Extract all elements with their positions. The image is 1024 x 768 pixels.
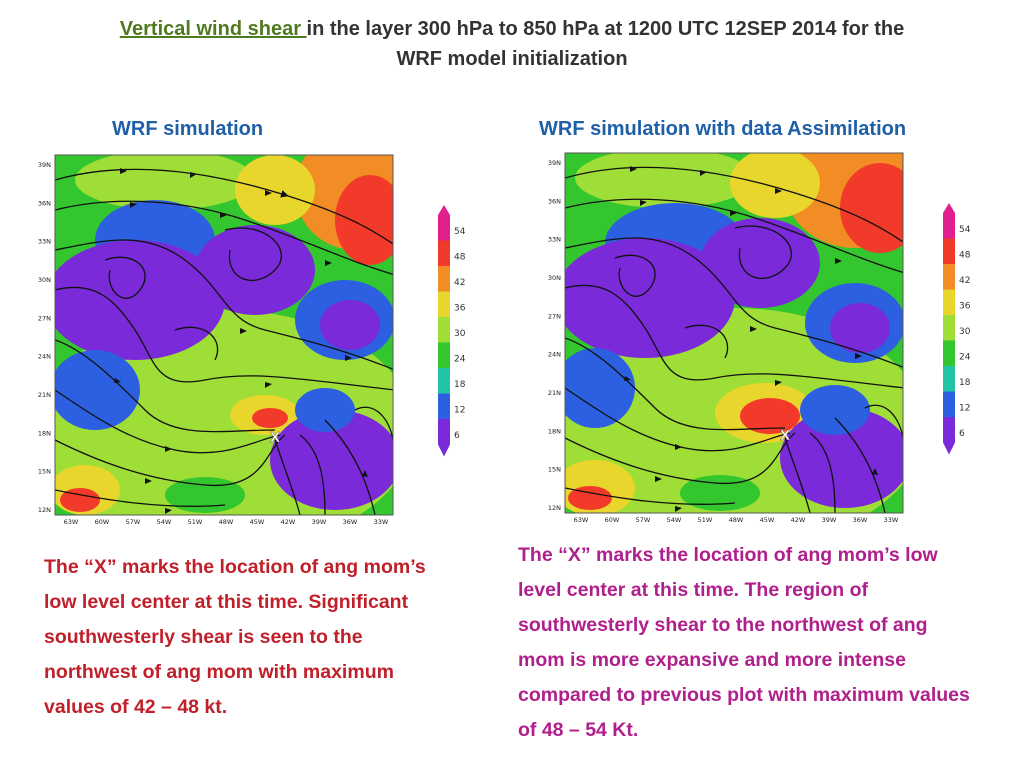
- scale-tick-label: 24: [959, 352, 971, 362]
- scale-tick-label: 24: [454, 354, 466, 364]
- lat-tick-label: 21N: [548, 389, 561, 397]
- lat-tick-label: 15N: [38, 468, 51, 476]
- shear-map-wrf: X 39N 36N 33N 30N 27N 24N 21N 18N 15N 12N 63W 60W 5…: [38, 154, 394, 526]
- lon-tick-label: 51W: [188, 518, 203, 526]
- scale-tick-label: 12: [454, 405, 465, 415]
- title-line2: WRF model initialization: [396, 48, 628, 70]
- shear-map-wrf-da: X 39N 36N 33N 30N 27N 24N 21N 18N 15N 12N 63W 60W 5…: [548, 152, 904, 524]
- lon-tick-label: 42W: [791, 516, 806, 524]
- scale-swatch: [943, 264, 955, 290]
- lat-tick-label: 18N: [548, 427, 561, 435]
- scale-swatch: [438, 215, 450, 241]
- scale-tick-label: 12: [959, 403, 970, 413]
- panel-label-wrf-da: WRF simulation with data Assimilation: [539, 118, 907, 140]
- scale-bottom-arrow: [943, 442, 955, 455]
- lat-tick-label: 33N: [38, 238, 51, 246]
- lat-tick-label: 36N: [38, 199, 51, 207]
- lon-tick-label: 60W: [605, 516, 620, 524]
- scale-swatch: [943, 366, 955, 392]
- scale-swatch: [438, 266, 450, 292]
- scale-swatch: [438, 342, 450, 368]
- scale-tick-label: 6: [454, 431, 460, 441]
- lon-tick-label: 33W: [884, 516, 899, 524]
- scale-tick-label: 36: [454, 303, 466, 313]
- lon-tick-label: 36W: [853, 516, 868, 524]
- note-wrf: The “X” marks the location of ang mom’s …: [44, 556, 426, 718]
- lon-tick-label: 51W: [698, 516, 713, 524]
- lon-tick-label: 57W: [636, 516, 651, 524]
- lon-tick-label: 45W: [250, 518, 265, 526]
- color-scale-wrf-da: 54 48 42 36 30 24 18 12 6: [943, 203, 971, 455]
- lat-tick-label: 27N: [548, 312, 561, 320]
- scale-swatch: [943, 340, 955, 366]
- lon-tick-label: 39W: [822, 516, 837, 524]
- lon-tick-label: 48W: [729, 516, 744, 524]
- scale-tick-label: 54: [959, 225, 971, 235]
- scale-tick-label: 18: [959, 378, 971, 388]
- lat-tick-label: 12N: [38, 506, 51, 514]
- scale-tick-label: 18: [454, 380, 466, 390]
- scale-swatch: [438, 419, 450, 445]
- lat-tick-label: 27N: [38, 314, 51, 322]
- lat-tick-label: 30N: [38, 276, 51, 284]
- scale-tick-label: 36: [959, 301, 971, 311]
- lon-tick-label: 33W: [374, 518, 389, 526]
- scale-swatch: [438, 291, 450, 317]
- lat-tick-label: 33N: [548, 236, 561, 244]
- scale-tick-label: 30: [454, 329, 466, 339]
- color-scale-wrf: 54 48 42 36 30 24 18 12 6: [438, 205, 466, 457]
- lat-tick-label: 39N: [548, 159, 561, 167]
- lat-tick-label: 36N: [548, 197, 561, 205]
- storm-center-marker: X: [270, 429, 280, 446]
- lon-tick-label: 42W: [281, 518, 296, 526]
- lat-tick-label: 21N: [38, 391, 51, 399]
- slide-title: Vertical wind shear in the layer 300 hPa…: [40, 14, 984, 74]
- lat-tick-label: 39N: [38, 161, 51, 169]
- scale-swatch: [943, 391, 955, 417]
- scale-swatch: [438, 393, 450, 419]
- lat-tick-label: 30N: [548, 274, 561, 282]
- scale-tick-label: 30: [959, 327, 971, 337]
- title-highlight: Vertical wind shear: [119, 18, 307, 40]
- lat-tick-label: 15N: [548, 466, 561, 474]
- lon-tick-label: 48W: [219, 518, 234, 526]
- scale-top-arrow: [438, 205, 450, 215]
- lat-tick-label: 12N: [548, 504, 561, 512]
- lon-tick-label: 39W: [312, 518, 327, 526]
- lon-tick-label: 36W: [343, 518, 358, 526]
- scale-swatch: [438, 368, 450, 394]
- lat-tick-label: 24N: [548, 351, 561, 359]
- lon-tick-label: 45W: [760, 516, 775, 524]
- scale-tick-label: 48: [959, 250, 971, 260]
- scale-tick-label: 42: [959, 276, 970, 286]
- scale-tick-label: 54: [454, 227, 466, 237]
- lon-tick-label: 54W: [157, 518, 172, 526]
- scale-tick-label: 6: [959, 429, 965, 439]
- storm-center-marker: X: [780, 427, 790, 444]
- scale-swatch: [943, 289, 955, 315]
- title-rest: in the layer 300 hPa to 850 hPa at 1200 …: [306, 18, 905, 40]
- lat-tick-label: 24N: [38, 353, 51, 361]
- note-wrf-da: The “X” marks the location of ang mom’s …: [518, 544, 970, 741]
- scale-swatch: [438, 317, 450, 343]
- lon-tick-label: 60W: [95, 518, 110, 526]
- scale-swatch: [943, 315, 955, 341]
- scale-bottom-arrow: [438, 444, 450, 457]
- lon-tick-label: 54W: [667, 516, 682, 524]
- scale-swatch: [943, 417, 955, 443]
- scale-swatch: [943, 213, 955, 239]
- scale-swatch: [438, 240, 450, 266]
- lat-tick-label: 18N: [38, 429, 51, 437]
- panel-label-wrf: WRF simulation: [112, 118, 264, 140]
- scale-swatch: [943, 238, 955, 264]
- lon-tick-label: 57W: [126, 518, 141, 526]
- lon-tick-label: 63W: [64, 518, 79, 526]
- scale-top-arrow: [943, 203, 955, 213]
- scale-tick-label: 42: [454, 278, 465, 288]
- lon-tick-label: 63W: [574, 516, 589, 524]
- scale-tick-label: 48: [454, 252, 466, 262]
